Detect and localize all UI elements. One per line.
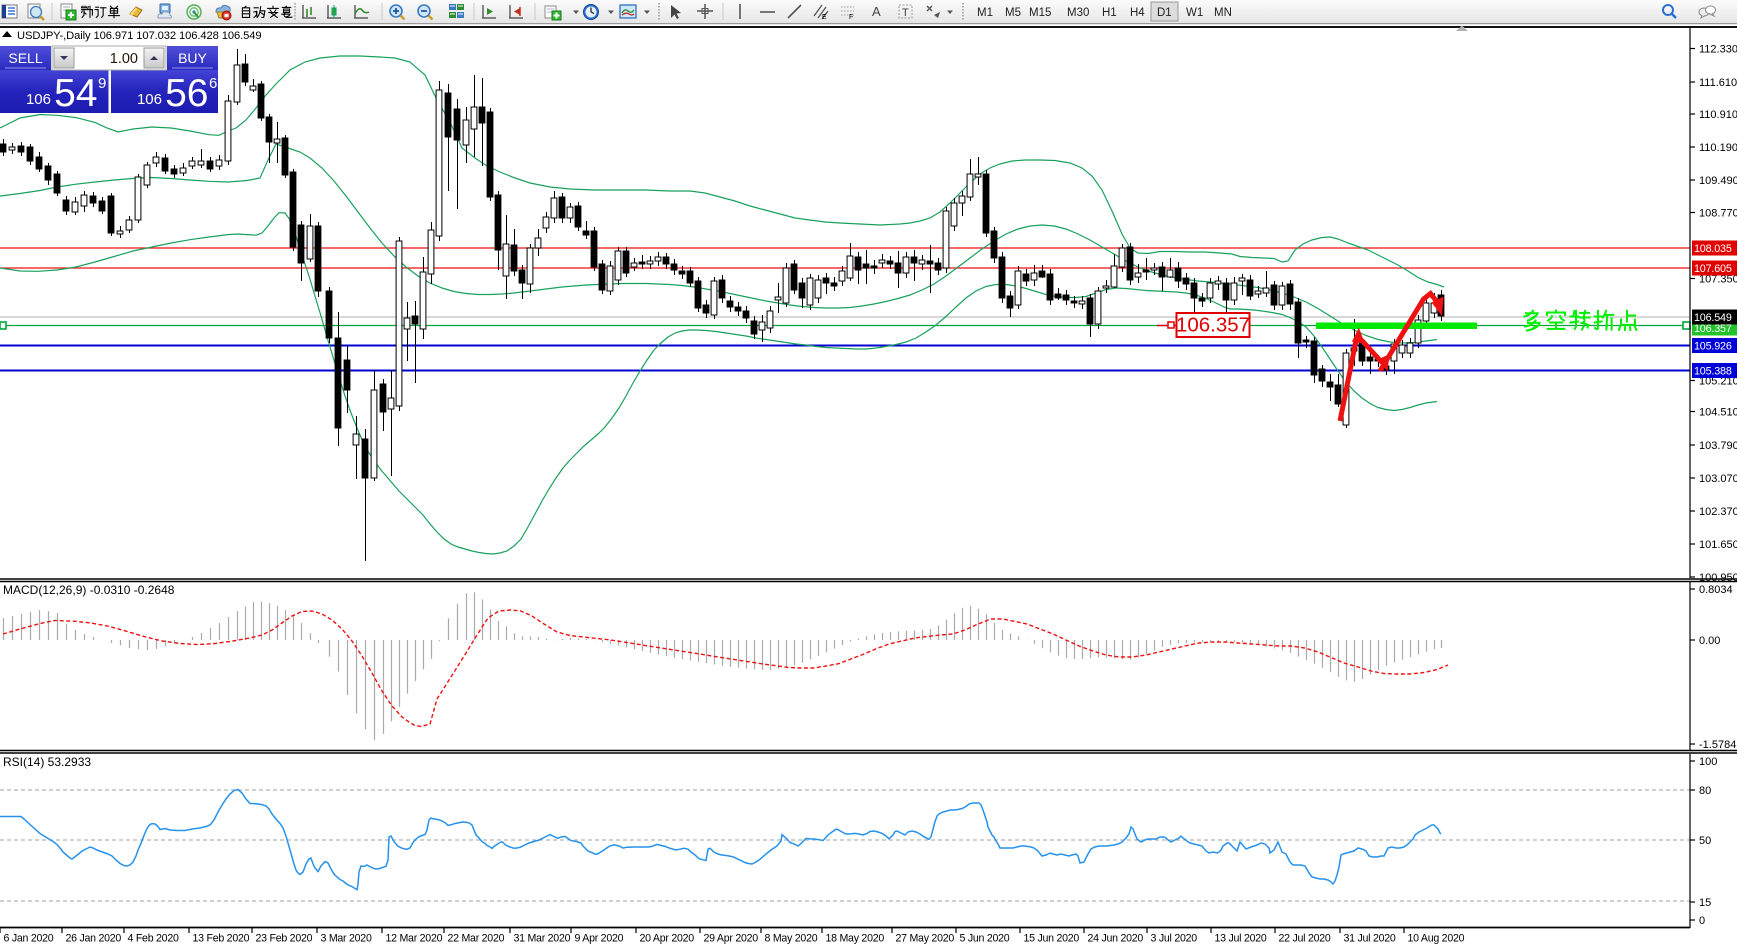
svg-text:110.910: 110.910: [1699, 109, 1737, 121]
svg-text:106.357: 106.357: [1694, 323, 1732, 335]
svg-text:E: E: [822, 14, 827, 21]
svg-text:BUY: BUY: [178, 50, 207, 66]
svg-text:18 May 2020: 18 May 2020: [826, 933, 885, 945]
svg-text:108.035: 108.035: [1694, 243, 1732, 255]
svg-text:0.8034: 0.8034: [1699, 584, 1733, 596]
svg-text:24 Jun 2020: 24 Jun 2020: [1088, 933, 1144, 945]
svg-text:104.510: 104.510: [1699, 407, 1737, 419]
svg-text:3 Mar 2020: 3 Mar 2020: [321, 933, 372, 945]
svg-text:12 Mar 2020: 12 Mar 2020: [386, 933, 443, 945]
svg-text:56: 56: [165, 72, 208, 115]
svg-text:4 Feb 2020: 4 Feb 2020: [128, 933, 179, 945]
svg-text:3 Jul 2020: 3 Jul 2020: [1151, 933, 1198, 945]
svg-text:109.490: 109.490: [1699, 175, 1737, 187]
svg-text:M1: M1: [977, 7, 993, 19]
svg-text:22 Jul 2020: 22 Jul 2020: [1279, 933, 1331, 945]
svg-text:USDJPY-,Daily 106.971 107.032: USDJPY-,Daily 106.971 107.032 106.428 10…: [17, 30, 262, 42]
svg-text:W1: W1: [1186, 7, 1203, 19]
svg-text:M15: M15: [1029, 7, 1051, 19]
svg-text:13 Feb 2020: 13 Feb 2020: [193, 933, 250, 945]
svg-text:108.770: 108.770: [1699, 208, 1737, 220]
svg-text:8 May 2020: 8 May 2020: [765, 933, 818, 945]
svg-text:106: 106: [137, 91, 162, 108]
svg-text:26 Jan 2020: 26 Jan 2020: [66, 933, 122, 945]
svg-text:SELL: SELL: [8, 50, 42, 66]
svg-text:F: F: [849, 14, 853, 21]
svg-text:1.00: 1.00: [110, 51, 138, 67]
svg-text:106.357: 106.357: [1176, 314, 1250, 337]
svg-text:MN: MN: [1214, 7, 1232, 19]
svg-text:6: 6: [209, 75, 217, 92]
svg-text:50: 50: [1699, 835, 1711, 847]
svg-text:27 May 2020: 27 May 2020: [896, 933, 955, 945]
svg-text:29 Apr 2020: 29 Apr 2020: [704, 933, 759, 945]
svg-text:106: 106: [26, 91, 51, 108]
svg-text:112.330: 112.330: [1699, 44, 1737, 56]
svg-text:9 Apr 2020: 9 Apr 2020: [575, 933, 624, 945]
svg-text:T: T: [902, 7, 909, 19]
svg-text:A: A: [872, 4, 881, 19]
svg-text:20 Apr 2020: 20 Apr 2020: [640, 933, 695, 945]
svg-text:D1: D1: [1157, 7, 1172, 19]
svg-text:22 Mar 2020: 22 Mar 2020: [448, 933, 505, 945]
svg-text:110.190: 110.190: [1699, 142, 1737, 154]
svg-text:9: 9: [98, 75, 106, 92]
svg-text:100.950: 100.950: [1699, 572, 1737, 584]
svg-text:107.350: 107.350: [1699, 274, 1737, 286]
svg-text:105.388: 105.388: [1694, 366, 1732, 378]
svg-text:H1: H1: [1102, 7, 1117, 19]
svg-text:100: 100: [1699, 756, 1717, 768]
svg-text:10 Aug 2020: 10 Aug 2020: [1408, 933, 1465, 945]
svg-text:80: 80: [1699, 785, 1711, 797]
svg-text:54: 54: [54, 72, 97, 115]
svg-text:105.210: 105.210: [1699, 376, 1737, 388]
svg-text:RSI(14) 53.2933: RSI(14) 53.2933: [3, 755, 91, 769]
svg-text:6 Jan 2020: 6 Jan 2020: [4, 933, 54, 945]
svg-text:MACD(12,26,9) -0.0310 -0.2648: MACD(12,26,9) -0.0310 -0.2648: [3, 583, 175, 597]
svg-text:23 Feb 2020: 23 Feb 2020: [256, 933, 313, 945]
svg-text:31 Jul 2020: 31 Jul 2020: [1344, 933, 1396, 945]
svg-text:31 Mar 2020: 31 Mar 2020: [514, 933, 571, 945]
svg-text:102.370: 102.370: [1699, 506, 1737, 518]
svg-text:0: 0: [1699, 915, 1705, 927]
svg-text:15 Jun 2020: 15 Jun 2020: [1024, 933, 1080, 945]
svg-text:105.926: 105.926: [1694, 341, 1732, 353]
svg-text:M5: M5: [1005, 7, 1021, 19]
svg-text:111.610: 111.610: [1699, 77, 1737, 89]
svg-text:103.790: 103.790: [1699, 440, 1737, 452]
svg-text:106.549: 106.549: [1694, 312, 1732, 324]
svg-text:103.070: 103.070: [1699, 473, 1737, 485]
svg-text:15: 15: [1699, 897, 1711, 909]
svg-text:107.605: 107.605: [1694, 263, 1732, 275]
svg-text:0.00: 0.00: [1699, 635, 1720, 647]
svg-text:H4: H4: [1130, 7, 1145, 19]
svg-text:13 Jul 2020: 13 Jul 2020: [1215, 933, 1267, 945]
svg-text:-1.5784: -1.5784: [1699, 739, 1736, 751]
svg-text:M30: M30: [1067, 7, 1089, 19]
svg-text:101.650: 101.650: [1699, 539, 1737, 551]
svg-text:5 Jun 2020: 5 Jun 2020: [960, 933, 1010, 945]
